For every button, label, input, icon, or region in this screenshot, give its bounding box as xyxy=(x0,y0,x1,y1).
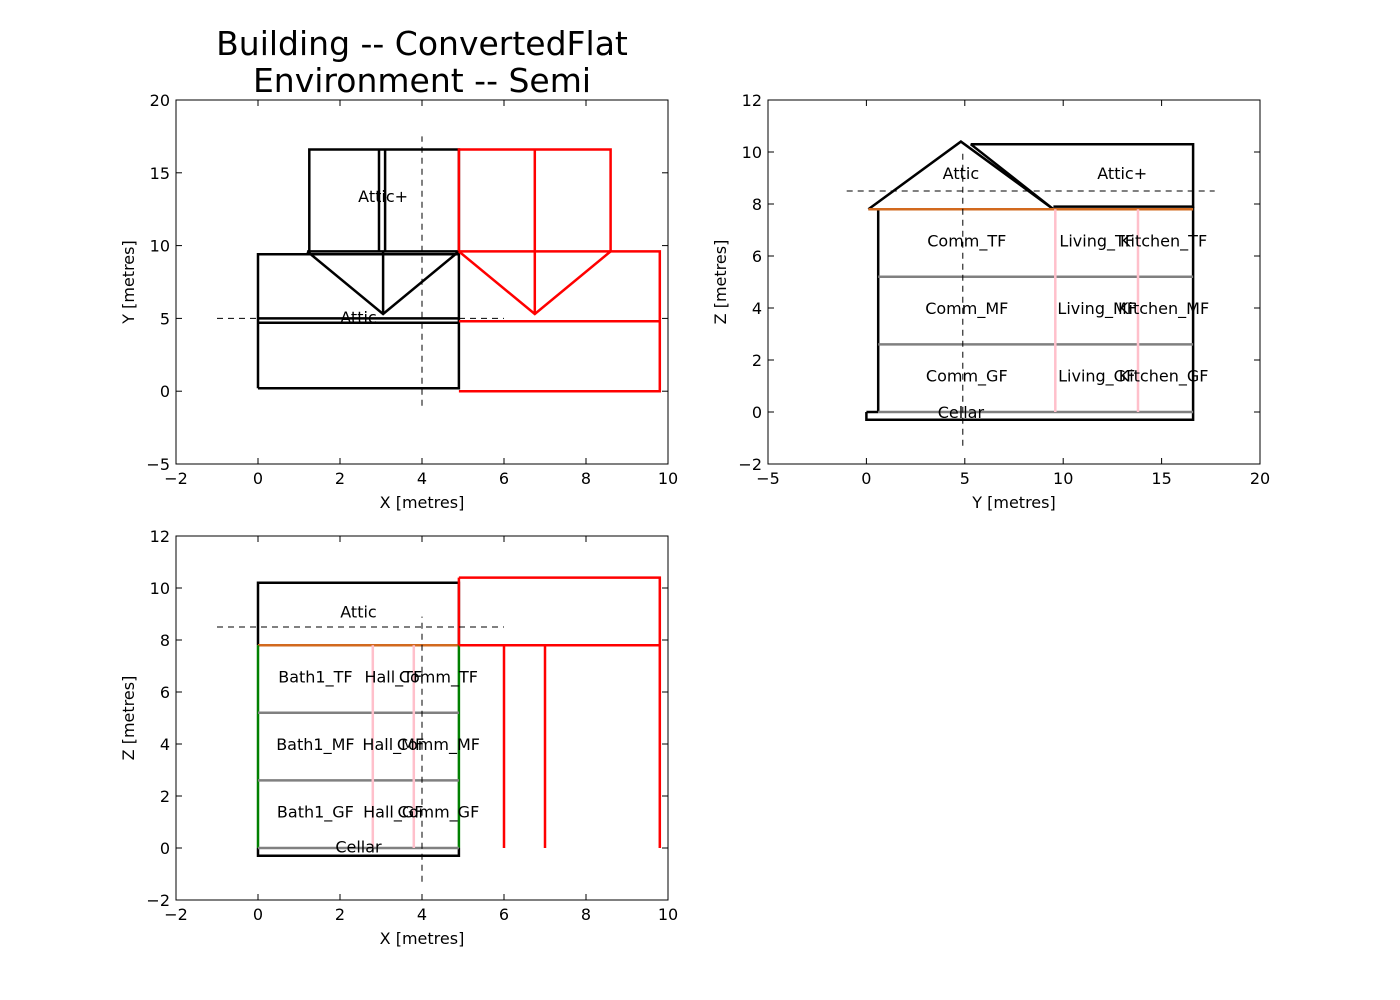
room-label: Comm_GF xyxy=(398,803,480,823)
y-tick-label: 8 xyxy=(160,631,170,650)
x-tick-label: 10 xyxy=(1053,469,1073,488)
x-tick-label: 5 xyxy=(960,469,970,488)
y-tick-label: 10 xyxy=(150,237,170,256)
y-tick-label: 6 xyxy=(160,683,170,702)
x-tick-label: 8 xyxy=(581,905,591,924)
y-tick-label: −2 xyxy=(146,891,170,910)
x-tick-label: 10 xyxy=(658,469,678,488)
room-label: Bath1_TF xyxy=(278,667,352,687)
room-label: Attic xyxy=(943,164,979,183)
series-line-0 xyxy=(865,206,1195,422)
y-tick-label: 4 xyxy=(160,735,170,754)
room-label: Attic xyxy=(340,602,376,621)
x-tick-label: 6 xyxy=(499,905,509,924)
series-line-5 xyxy=(970,142,1195,208)
x-tick-label: 4 xyxy=(417,905,427,924)
x-tick-label: 0 xyxy=(861,469,871,488)
y-tick-label: 0 xyxy=(752,403,762,422)
series-line-3 xyxy=(867,140,1055,211)
room-label: Hall_GF xyxy=(363,803,423,823)
room-label: Kitchen_TF xyxy=(1120,231,1207,251)
y-tick-label: 12 xyxy=(150,527,170,546)
y-tick-label: 2 xyxy=(160,787,170,806)
figure-title-line-2: Environment -- Semi xyxy=(253,61,591,100)
y-tick-label: 2 xyxy=(752,351,762,370)
room-label: Attic+ xyxy=(1097,164,1147,183)
room-label: Comm_TF xyxy=(399,667,478,687)
y-tick-label: 12 xyxy=(742,91,762,110)
x-tick-label: 15 xyxy=(1151,469,1171,488)
y-tick-label: 10 xyxy=(742,143,762,162)
room-label: Attic+ xyxy=(358,187,408,206)
x-tick-label: 0 xyxy=(253,905,263,924)
room-label: Kitchen_GF xyxy=(1119,367,1209,387)
y-tick-label: 0 xyxy=(160,382,170,401)
y-tick-label: 15 xyxy=(150,164,170,183)
y-tick-label: 4 xyxy=(752,299,762,318)
x-tick-label: 20 xyxy=(1250,469,1270,488)
room-label: Living_TF xyxy=(1059,231,1134,251)
y-tick-label: 10 xyxy=(150,579,170,598)
figure-title-line-1: Building -- ConvertedFlat xyxy=(216,24,628,63)
series-line-0 xyxy=(256,253,461,390)
room-label: Bath1_GF xyxy=(277,803,354,823)
plan-view-panel: Attic+ Attic −2 0 2 4 6 8 10 −5 0 5 10 15 20 X [metres]… xyxy=(119,91,678,512)
series-line-4 xyxy=(969,143,1055,211)
room-label: Hall_TF xyxy=(364,667,422,687)
x-tick-label: −2 xyxy=(164,905,188,924)
y-tick-label: −5 xyxy=(146,455,170,474)
x-axis-label: X [metres] xyxy=(380,493,465,512)
y-tick-label: 20 xyxy=(150,91,170,110)
room-label: Bath1_MF xyxy=(276,735,354,755)
x-tick-label: 8 xyxy=(581,469,591,488)
x-tick-label: −2 xyxy=(164,469,188,488)
x-tick-label: 10 xyxy=(658,905,678,924)
x-axis-label: X [metres] xyxy=(380,929,465,948)
y-axis-label: Z [metres] xyxy=(711,240,730,325)
room-label: Cellar xyxy=(335,838,382,857)
x-tick-label: 4 xyxy=(417,469,427,488)
room-label: Comm_MF xyxy=(925,299,1008,319)
room-label: Comm_MF xyxy=(397,735,480,755)
room-label: Living_MF xyxy=(1057,299,1136,319)
x-tick-label: 2 xyxy=(335,469,345,488)
plot-frame xyxy=(767,99,1261,465)
x-tick-label: 6 xyxy=(499,469,509,488)
room-label: Cellar xyxy=(938,403,985,422)
y-axis-label: Y [metres] xyxy=(119,240,138,324)
x-tick-label: 2 xyxy=(335,905,345,924)
room-label: Attic xyxy=(340,308,376,327)
series-line-1 xyxy=(256,848,461,858)
room-label: Living_GF xyxy=(1058,367,1135,387)
y-tick-label: 6 xyxy=(752,247,762,266)
series-line-10 xyxy=(458,576,662,848)
room-label: Hall_MF xyxy=(362,735,424,755)
room-label: Kitchen_MF xyxy=(1118,299,1209,319)
y-axis-label: Z [metres] xyxy=(119,676,138,761)
room-label: Comm_GF xyxy=(926,367,1008,387)
x-tick-label: 0 xyxy=(253,469,263,488)
y-tick-label: 8 xyxy=(752,195,762,214)
x-axis-label: Y [metres] xyxy=(971,493,1055,512)
x-tick-label: −5 xyxy=(756,469,780,488)
y-tick-label: 0 xyxy=(160,839,170,858)
room-label: Comm_TF xyxy=(927,231,1006,251)
y-tick-label: −2 xyxy=(738,455,762,474)
y-tick-label: 5 xyxy=(160,309,170,328)
